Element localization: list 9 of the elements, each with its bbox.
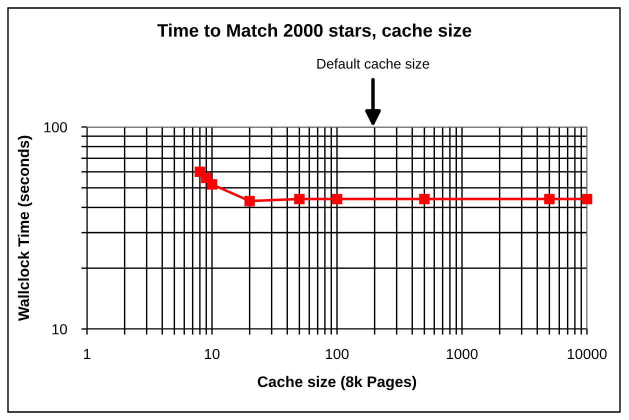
text: Default cache size [317,58,430,69]
x-tick-label: 100 [326,348,349,360]
chart-title: Time to Match 2000 stars, cache size [157,24,472,40]
x-tick-label: 1 [84,348,90,360]
x-tick-label: 10000 [568,348,607,360]
x-tick-label: 1000 [446,348,478,360]
y-axis-title: Wallclock Time (seconds) [18,136,32,321]
x-axis-title: Cache size (8k Pages) [258,376,416,390]
x-tick-label: 10 [205,348,220,360]
